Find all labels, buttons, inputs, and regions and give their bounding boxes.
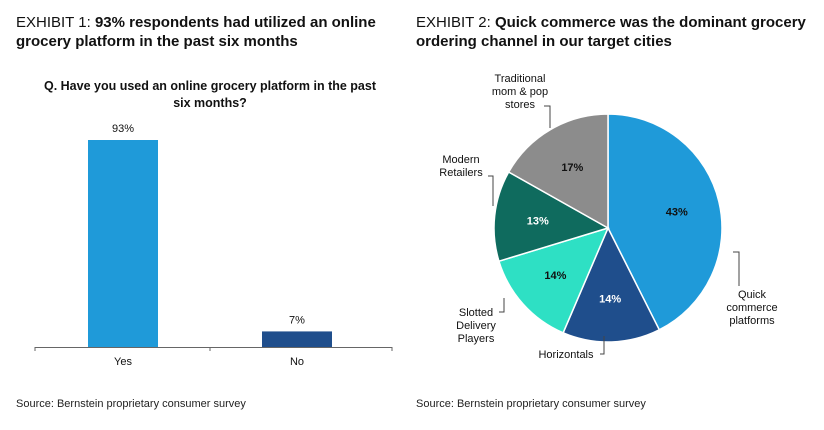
pie-data-label: 14% — [544, 270, 566, 282]
pie-category-label: Modern Retailers — [439, 154, 483, 179]
pie-category-label: Quick commerce platforms — [726, 289, 777, 327]
exhibit-2-headline: Quick commerce was the dominant grocery … — [416, 14, 806, 50]
exhibit-2-panel: EXHIBIT 2: Quick commerce was the domina… — [404, 0, 824, 430]
pie-data-label: 13% — [527, 215, 549, 227]
exhibit-1-headline: 93% respondents had utilized an online g… — [16, 14, 376, 50]
pie-slice-horizontals — [562, 226, 661, 343]
pie-leader-line — [544, 105, 551, 128]
exhibit-1-title: EXHIBIT 1: 93% respondents had utilized … — [16, 13, 396, 51]
pie-leader-line — [499, 298, 505, 313]
pie-slice-quick-commerce-platforms — [607, 113, 723, 331]
bar-yes — [88, 140, 158, 347]
pie-slice-traditional-mom-pop-stores — [507, 113, 609, 230]
pie-slices — [493, 113, 723, 343]
pie-data-label: 17% — [561, 162, 583, 174]
pie-leader-line — [488, 175, 494, 206]
x-tick-label-yes: Yes — [114, 356, 132, 368]
pie-leader-line — [733, 251, 740, 286]
pie-slice-modern-retailers — [493, 171, 610, 263]
pie-leader-line — [600, 336, 605, 355]
bar-chart: 93% Yes 7% No — [34, 123, 393, 368]
pie-slice-slotted-delivery-players — [498, 226, 610, 334]
exhibit-1-panel: EXHIBIT 1: 93% respondents had utilized … — [0, 0, 400, 430]
pie-category-label: Horizontals — [538, 349, 594, 361]
pie-data-label: 14% — [599, 294, 621, 306]
exhibit-2-title: EXHIBIT 2: Quick commerce was the domina… — [416, 13, 816, 51]
pie-data-label: 43% — [666, 207, 688, 219]
pie-category-label: Slotted Delivery Players — [456, 307, 496, 345]
exhibit-2-prefix: EXHIBIT 2: — [416, 14, 491, 31]
exhibit-1-source: Source: Bernstein proprietary consumer s… — [16, 398, 246, 410]
bar-no — [262, 331, 332, 347]
bar-data-label-yes: 93% — [112, 123, 134, 135]
pie-category-label: Traditional mom & pop stores — [492, 73, 548, 111]
bar-chart-question: Q. Have you used an online grocery platf… — [43, 79, 376, 110]
pie-chart: 43% 14% 14% 13% 17% Quick commerce platforms Hor… — [439, 73, 777, 361]
bar-data-label-no: 7% — [289, 314, 305, 326]
exhibit-2-source: Source: Bernstein proprietary consumer s… — [416, 398, 646, 410]
exhibit-1-prefix: EXHIBIT 1: — [16, 14, 91, 31]
x-tick-label-no: No — [290, 356, 304, 368]
